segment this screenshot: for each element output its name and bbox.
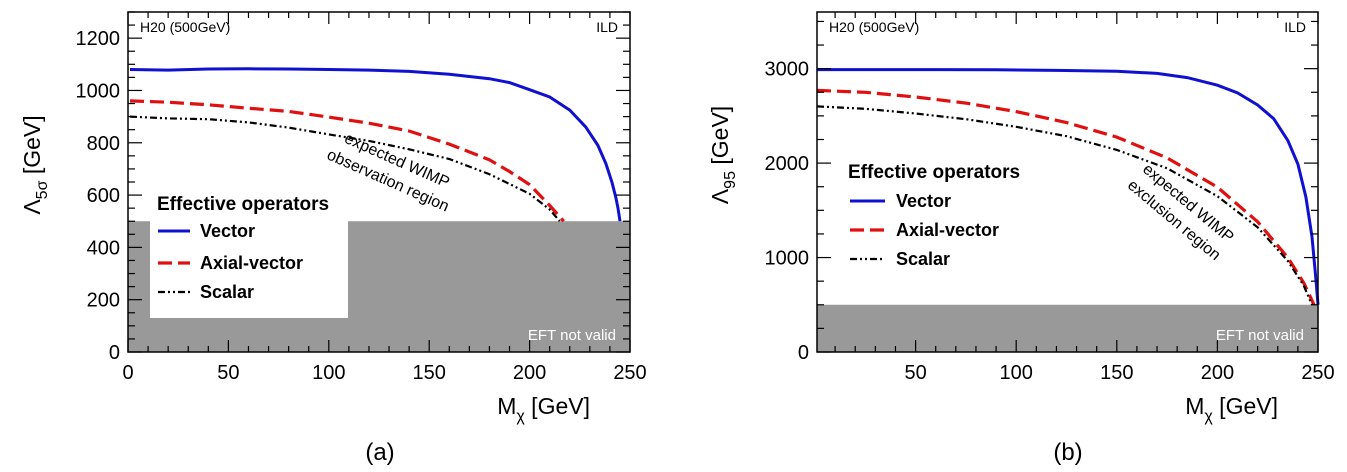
y-axis-label: Λ95 [GeV] [707, 106, 739, 204]
y-tick-label: 0 [798, 342, 809, 364]
x-tick-label: 200 [1201, 362, 1234, 384]
y-axis-label-sub: 95 [722, 171, 739, 189]
y-tick-label: 3000 [765, 59, 810, 81]
legend-entry: Vector [896, 191, 951, 211]
x-axis-label-main: M [497, 393, 516, 419]
legend-entry: Scalar [896, 249, 950, 269]
x-axis-label-sub: χ [1204, 408, 1213, 425]
y-axis-label-unit: [GeV] [19, 115, 45, 180]
y-tick-label: 1000 [765, 248, 810, 270]
x-tick-label: 200 [513, 362, 546, 384]
y-tick-label: 0 [109, 342, 120, 364]
x-tick-label: 100 [1000, 362, 1033, 384]
eft-invalid-label: EFT not valid [528, 327, 616, 344]
panel-label: (b) [1053, 439, 1082, 466]
x-tick-label: 150 [1100, 362, 1133, 384]
x-axis-label-main: M [1185, 393, 1204, 419]
series-line-vector [129, 67, 622, 222]
y-axis-label-main: Λ [707, 188, 733, 204]
series-line-vector [817, 68, 1320, 305]
x-tick-label: 50 [217, 362, 239, 384]
y-axis-label-unit: [GeV] [707, 106, 733, 171]
x-tick-label: 50 [904, 362, 926, 384]
plot-frame [816, 11, 1319, 353]
series-line-axial-vector [129, 99, 565, 223]
x-tick-label: 0 [122, 362, 133, 384]
legend-title: Effective operators [848, 162, 1020, 183]
panel-label: (a) [365, 439, 394, 466]
legend-box [150, 190, 348, 318]
eft-invalid-label: EFT not valid [1216, 327, 1304, 344]
legend-title: Effective operators [157, 194, 329, 215]
x-tick-label: 250 [1301, 362, 1334, 384]
y-tick-label: 400 [87, 237, 120, 259]
series-line-axial-vector [816, 88, 1316, 306]
legend-entry: Vector [200, 221, 255, 241]
series-line-scalar [816, 105, 1314, 306]
x-axis-label-unit: [GeV] [1213, 393, 1278, 419]
y-tick-label: 1000 [76, 80, 121, 102]
y-tick-label: 800 [87, 133, 120, 155]
series-line-scalar [129, 115, 561, 222]
x-axis-label-unit: [GeV] [525, 393, 590, 419]
y-axis-label: Λ5σ [GeV] [19, 115, 51, 214]
y-axis-label-main: Λ [19, 199, 45, 215]
x-axis-label: Mχ [GeV] [497, 393, 590, 425]
y-tick-label: 200 [87, 290, 120, 312]
y-tick-label: 600 [87, 185, 120, 207]
y-tick-label: 2000 [765, 153, 810, 175]
experiment-label: ILD [1284, 19, 1306, 35]
legend-entry: Axial-vector [200, 253, 303, 273]
legend-entry: Scalar [200, 282, 254, 302]
x-tick-label: 150 [413, 362, 446, 384]
legend-entry: Axial-vector [896, 220, 999, 240]
panel-a: 0 50 100 150 200 250 0 200 400 600 800 1000 1200 Mχ [… [19, 11, 647, 466]
x-tick-label: 100 [312, 362, 345, 384]
y-axis-label-sub: 5σ [34, 180, 51, 199]
x-axis-label: Mχ [GeV] [1185, 393, 1278, 425]
eft-invalid-region [817, 304, 1318, 352]
x-axis-label-sub: χ [516, 408, 525, 425]
x-tick-label: 250 [613, 362, 646, 384]
y-tick-label: 1200 [76, 28, 121, 50]
sample-label: H20 (500GeV) [829, 19, 919, 35]
sample-label: H20 (500GeV) [140, 19, 230, 35]
experiment-label: ILD [596, 19, 618, 35]
